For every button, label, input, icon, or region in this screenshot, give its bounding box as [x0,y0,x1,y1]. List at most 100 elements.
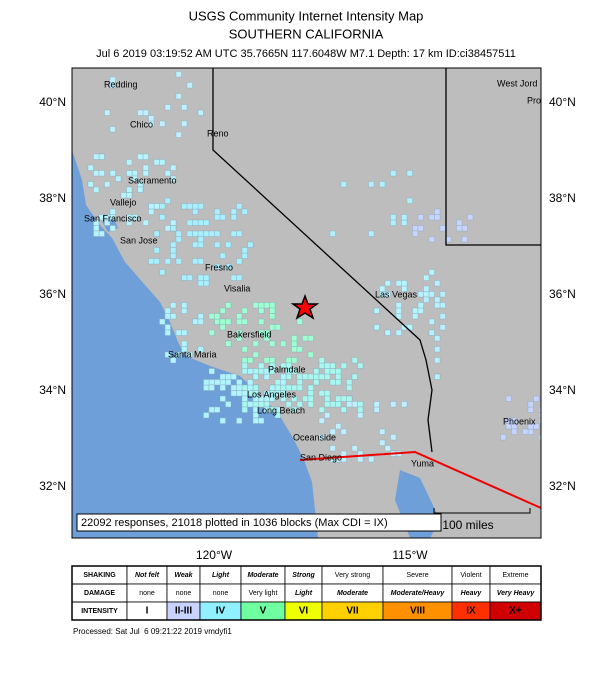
intensity-block [170,302,177,309]
intensity-block [87,181,94,188]
intensity-block [357,362,364,369]
intensity-block [258,417,265,424]
intensity-block [335,401,342,408]
intensity-block [159,318,166,325]
intensity-block [219,307,226,314]
intensity-block [175,258,182,265]
intensity-block [186,203,193,210]
intensity-block [434,302,441,309]
intensity-block [296,384,303,391]
intensity-block [269,384,276,391]
intensity-block [236,329,243,336]
intensity-block [214,241,221,248]
scale-bar [433,508,531,514]
intensity-block [357,401,364,408]
intensity-block [203,412,210,419]
intensity-block [401,214,408,221]
intensity-block [203,274,210,281]
intensity-block [115,175,122,182]
intensity-block [142,164,149,171]
intensity-block [241,368,248,375]
intensity-block [170,225,177,232]
city-label: Los Angeles [247,389,297,399]
city-label: Fresno [205,262,233,272]
intensity-label: VIII [410,606,425,617]
intensity-block [170,252,177,259]
intensity-block [104,109,111,116]
intensity-block [291,340,298,347]
intensity-block [346,384,353,391]
intensity-block [351,357,358,364]
intensity-block [170,175,177,182]
intensity-block [241,362,248,369]
intensity-block [269,302,276,309]
intensity-block [120,192,127,199]
intensity-block [434,280,441,287]
legend-cell-label: Light [295,590,313,597]
intensity-block [373,401,380,408]
intensity-block [192,219,199,226]
city-label: Las Vegas [375,289,418,299]
intensity-block [340,428,347,435]
city-label: Pro [527,95,541,105]
intensity-block [153,258,160,265]
intensity-block [280,379,287,386]
intensity-block [252,368,259,375]
intensity-block [182,61,188,67]
intensity-block [230,274,237,281]
intensity-block [203,230,210,237]
intensity-block [307,395,314,402]
intensity-block [109,170,116,177]
intensity-block [318,362,325,369]
intensity-block [192,203,199,210]
intensity-block [401,401,408,408]
city-label: Redding [104,79,138,89]
intensity-block [368,230,375,237]
intensity-block [390,434,397,441]
intensity-block [236,313,243,320]
intensity-block [263,395,270,402]
intensity-block [307,335,314,342]
intensity-block [148,258,155,265]
intensity-block [329,379,336,386]
intensity-block [335,423,342,430]
intensity-block [164,351,171,358]
intensity-block [197,258,204,265]
intensity-block [219,417,226,424]
intensity-block [159,214,166,221]
intensity-block [126,159,133,166]
intensity-block [181,307,188,314]
intensity-block [269,357,276,364]
intensity-block [318,434,325,441]
intensity-block [340,395,347,402]
legend-cell-label: Extreme [502,572,528,579]
intensity-block [269,362,276,369]
intensity-block [434,346,441,353]
intensity-block [318,417,325,424]
intensity-block [324,390,331,397]
legend-cell-label: Strong [292,572,315,579]
intensity-block [225,373,232,380]
intensity-block [175,230,182,237]
intensity-block [142,219,149,226]
intensity-block [318,390,325,397]
lat-label: 38°N [39,191,66,205]
intensity-block [192,241,199,248]
city-label: Vallejo [110,197,136,207]
intensity-block [406,170,413,177]
intensity-block [313,379,320,386]
intensity-block [269,340,276,347]
intensity-block [236,417,243,424]
intensity-block [214,318,221,325]
intensity-label: IX [466,606,476,617]
intensity-block [439,291,446,298]
intensity-block [236,318,243,325]
intensity-block [324,373,331,380]
intensity-block [164,258,171,265]
intensity-block [351,401,358,408]
intensity-block [153,159,160,166]
intensity-block [148,203,155,210]
intensity-block [175,236,182,243]
intensity-block [203,384,210,391]
intensity-block [280,340,287,347]
